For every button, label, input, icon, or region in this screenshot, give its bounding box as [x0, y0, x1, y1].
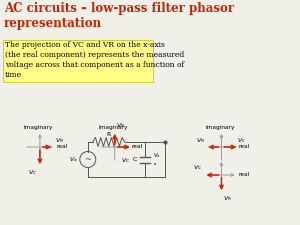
Text: R: R: [106, 132, 111, 137]
Text: imaginary: imaginary: [24, 125, 53, 130]
Text: The projection of VC and VR on the x-axis
(the real component) represents the me: The projection of VC and VR on the x-axi…: [5, 41, 184, 79]
Text: real: real: [132, 144, 143, 149]
Text: $V_C$: $V_C$: [193, 163, 203, 172]
Text: $V_C$: $V_C$: [237, 136, 247, 145]
Text: imaginary: imaginary: [206, 125, 235, 130]
Text: real: real: [238, 144, 250, 149]
Text: AC circuits – low-pass filter phasor
representation: AC circuits – low-pass filter phasor rep…: [4, 2, 234, 31]
Text: $V_R$: $V_R$: [55, 136, 64, 145]
Text: $V_C$: $V_C$: [28, 168, 37, 177]
Text: ~: ~: [84, 155, 91, 164]
Text: $V_C$: $V_C$: [121, 156, 130, 165]
Text: $V_a$: $V_a$: [69, 155, 78, 164]
Text: imaginary: imaginary: [99, 125, 128, 130]
Text: real: real: [238, 173, 250, 178]
Text: $V_R$: $V_R$: [196, 136, 205, 145]
Text: $V_o$
$_a$: $V_o$ $_a$: [153, 151, 160, 168]
FancyBboxPatch shape: [3, 40, 153, 82]
Text: $V_R$: $V_R$: [224, 194, 232, 203]
Text: $V_R$: $V_R$: [116, 121, 124, 130]
Text: real: real: [57, 144, 68, 149]
Text: C: C: [132, 157, 137, 162]
